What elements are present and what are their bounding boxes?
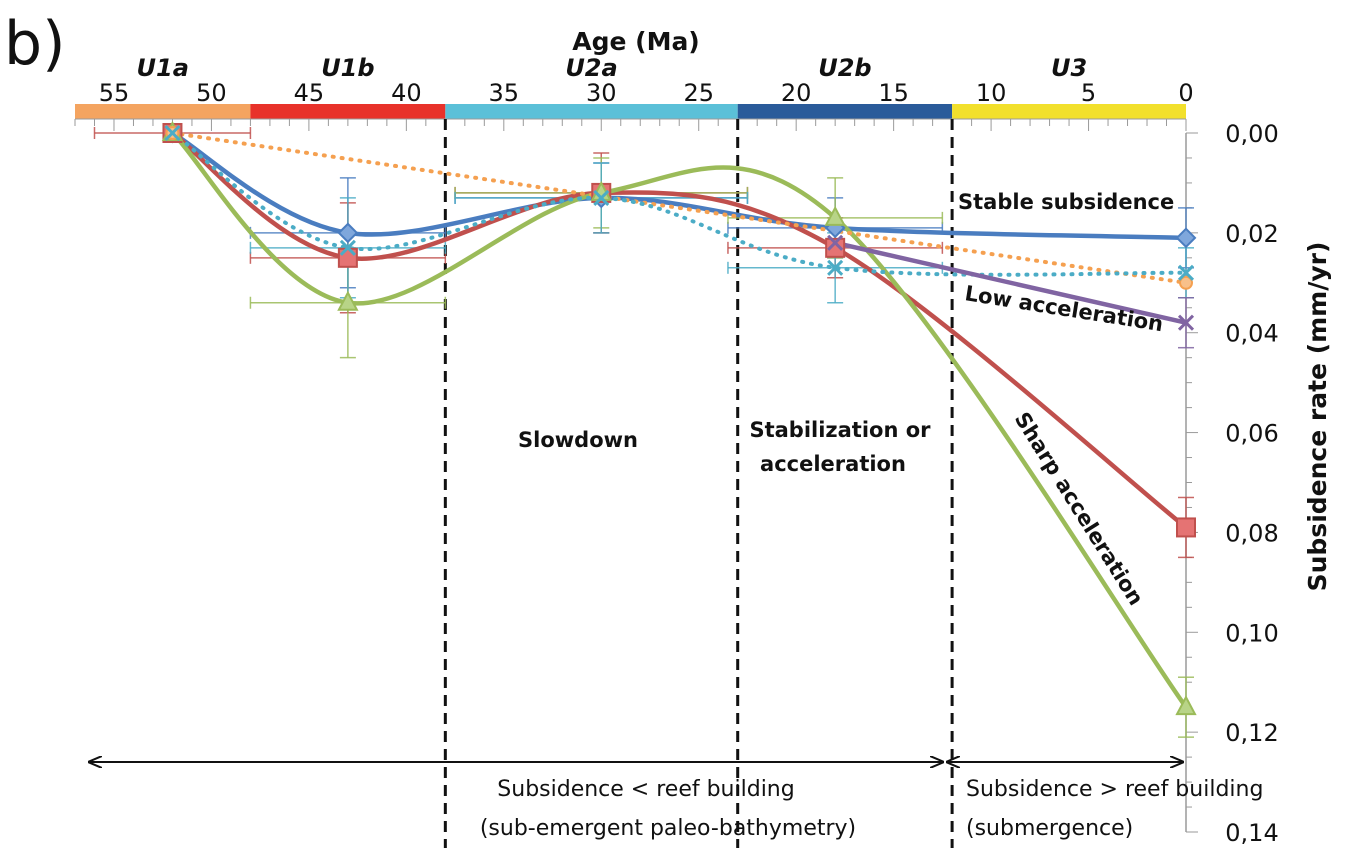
unit-bar-u2b — [737, 104, 953, 119]
unit-bar-u1a — [75, 104, 251, 119]
y-tick-label: 0,12 — [1225, 719, 1278, 747]
unit-label-u1b: U1b — [321, 54, 374, 82]
data-point — [339, 239, 356, 256]
data-point — [593, 189, 610, 206]
annotation-low-acceleration: Low acceleration — [963, 281, 1165, 336]
y-tick-labels: 0,00 0,02 0,04 0,06 0,08 0,10 0,12 0,14 — [1225, 120, 1278, 847]
y-tick-label: 0,14 — [1225, 819, 1278, 847]
x-tick-label: 50 — [196, 79, 227, 107]
x-tick-label: 20 — [781, 79, 812, 107]
series-line-6 — [832, 240, 1189, 325]
y-tick-label: 0,04 — [1225, 320, 1278, 348]
unit-label-u3: U3 — [1051, 54, 1087, 82]
data-point — [824, 205, 846, 226]
bottom-right-line2: (submergence) — [966, 816, 1133, 841]
x-axis-title: Age (Ma) — [572, 27, 700, 56]
unit-boundary-lines — [443, 119, 954, 848]
unit-bars — [75, 104, 1186, 119]
bottom-right-line1: Subsidence > reef building — [966, 777, 1263, 802]
x-tick-label: 40 — [391, 79, 422, 107]
series-line-3 — [170, 130, 1189, 710]
series-line-4 — [170, 131, 1188, 285]
x-tick-labels: 55 50 45 40 35 30 25 20 15 10 5 0 — [99, 79, 1194, 107]
data-point — [825, 237, 846, 258]
data-point — [1177, 314, 1195, 331]
x-tick-label: 25 — [683, 79, 714, 107]
data-markers — [161, 120, 1197, 716]
x-tick-label: 10 — [976, 79, 1007, 107]
data-point — [1175, 227, 1197, 249]
data-point — [164, 124, 181, 142]
y-tick-label: 0,10 — [1225, 619, 1278, 647]
data-point — [1179, 275, 1193, 290]
x-tick-label: 35 — [489, 79, 520, 107]
y-tick-label: 0,00 — [1225, 120, 1278, 148]
x-tick-label: 15 — [878, 79, 909, 107]
unit-label-u1a: U1a — [137, 54, 189, 82]
unit-bar-u2a — [445, 104, 738, 119]
series-line-2 — [170, 130, 1189, 530]
annotation-slowdown: Slowdown — [518, 428, 638, 452]
annotation-stabilization-line2: acceleration — [760, 452, 906, 476]
unit-bar-u3 — [952, 104, 1186, 119]
data-point — [337, 290, 359, 311]
y-tick-label: 0,08 — [1225, 519, 1278, 547]
bottom-left-line1: Subsidence < reef building — [497, 777, 794, 802]
annotation-stabilization-line1: Stabilization or — [749, 418, 931, 442]
y-axis-title: Subsidence rate (mm/yr) — [1303, 242, 1332, 592]
data-point — [1176, 517, 1196, 538]
x-tick-label: 55 — [99, 79, 130, 107]
x-axis-ruler — [74, 118, 1187, 131]
unit-labels: U1a U1b U2a U2b U3 — [137, 54, 1088, 82]
data-point — [337, 222, 359, 244]
x-tick-label: 0 — [1178, 79, 1193, 107]
x-tick-label: 30 — [586, 79, 617, 107]
unit-bar-u1b — [250, 104, 446, 119]
data-point — [1177, 264, 1195, 281]
bottom-left-line2: (sub-emergent paleo-bathymetry) — [480, 816, 856, 841]
y-tick-label: 0,02 — [1225, 220, 1278, 248]
series-line-5 — [170, 131, 1188, 277]
data-point — [1175, 695, 1197, 716]
series-curves — [170, 130, 1189, 710]
panel-label: b) — [4, 9, 66, 79]
x-tick-label: 5 — [1081, 79, 1096, 107]
unit-label-u2a: U2a — [565, 54, 617, 82]
series-line-1 — [170, 130, 1189, 241]
data-point — [337, 247, 358, 268]
data-point — [827, 259, 844, 276]
annotation-stable-subsidence: Stable subsidence — [958, 190, 1174, 214]
x-tick-label: 45 — [294, 79, 325, 107]
data-point — [827, 234, 844, 251]
unit-label-u2b: U2b — [818, 54, 871, 82]
y-tick-label: 0,06 — [1225, 420, 1278, 448]
